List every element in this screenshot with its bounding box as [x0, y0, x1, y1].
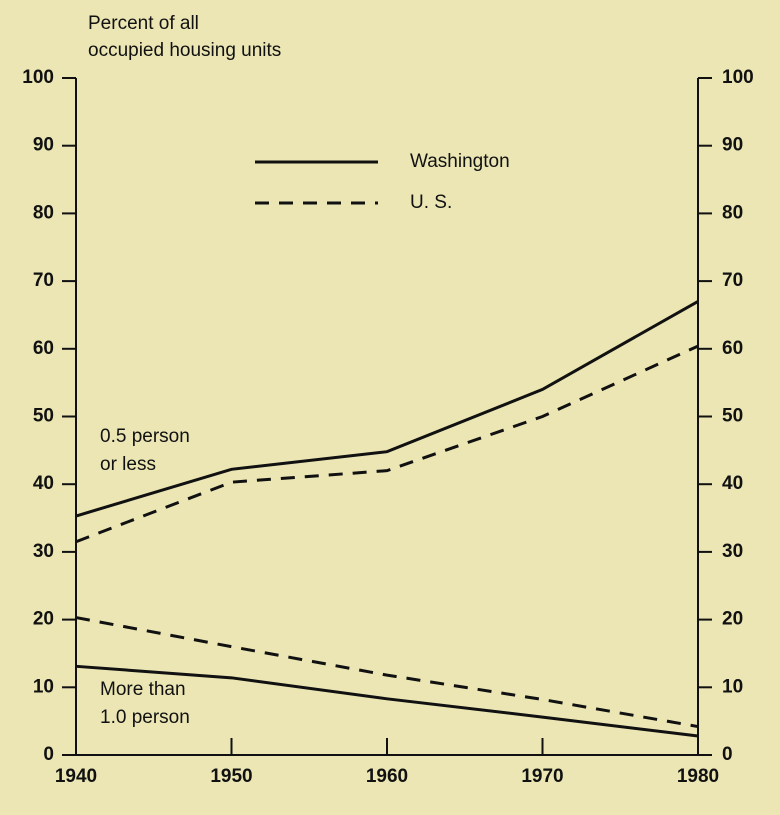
y2-tick-label: 20 [722, 609, 743, 630]
line-label: or less [100, 454, 156, 475]
y2-tick-label: 90 [722, 135, 743, 156]
line [75, 616, 699, 729]
legend-label: Washington [410, 151, 510, 172]
y2-tick-label: 40 [722, 473, 743, 494]
y2-tick-label: 50 [722, 406, 743, 427]
legend-label: U. S. [410, 192, 452, 213]
y2-tick-label: 10 [722, 676, 743, 697]
y2-tick-label: 100 [722, 67, 754, 88]
y-tick-label: 60 [33, 338, 54, 359]
y2-tick-label: 60 [722, 338, 743, 359]
y2-tick-label: 80 [722, 202, 743, 223]
y-tick-label: 0 [43, 744, 54, 765]
line [75, 664, 699, 738]
line [75, 300, 699, 518]
line-label: 1.0 person [100, 707, 190, 728]
y-tick-label: 90 [33, 135, 54, 156]
y-axis-title: occupied housing units [88, 40, 281, 61]
line-label: 0.5 person [100, 426, 190, 447]
y-axis-title: Percent of all [88, 13, 199, 34]
line-label: More than [100, 679, 186, 700]
y-tick-label: 80 [33, 202, 54, 223]
x-tick-label: 1950 [210, 766, 252, 787]
y2-tick-label: 0 [722, 744, 733, 765]
y-tick-label: 30 [33, 541, 54, 562]
x-tick-label: 1980 [677, 766, 719, 787]
x-tick-label: 1940 [55, 766, 97, 787]
y-tick-label: 70 [33, 270, 54, 291]
y-tick-label: 100 [22, 67, 54, 88]
y-tick-label: 40 [33, 473, 54, 494]
y2-tick-label: 70 [722, 270, 743, 291]
line [75, 344, 699, 544]
y-tick-label: 50 [33, 406, 54, 427]
y-tick-label: 20 [33, 609, 54, 630]
y2-tick-label: 30 [722, 541, 743, 562]
x-tick-label: 1970 [521, 766, 563, 787]
x-tick-label: 1960 [366, 766, 408, 787]
y-tick-label: 10 [33, 676, 54, 697]
